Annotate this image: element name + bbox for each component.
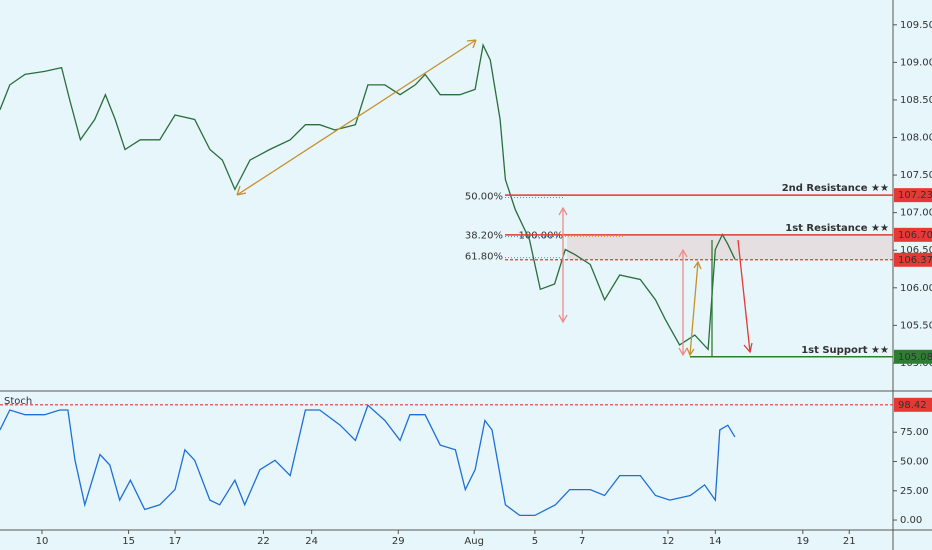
level-label: 2nd Resistance ★★ — [782, 183, 889, 194]
y-tick-label: 107.000 — [900, 208, 932, 219]
level-label: 1st Support ★★ — [801, 345, 889, 356]
level-value: 105.082 — [898, 352, 932, 363]
level-value-box — [894, 227, 932, 242]
measure-arrow — [689, 261, 699, 356]
level-value: 107.233 — [898, 190, 932, 201]
level-value-box — [894, 349, 932, 364]
y-tick-label: 108.000 — [900, 133, 932, 144]
y-tick-label: 109.000 — [900, 57, 932, 68]
y-tick-label: 75.00 — [900, 427, 929, 438]
y-tick-label: 109.500 — [900, 20, 932, 31]
x-tick-label: 29 — [392, 536, 405, 547]
y-tick-label: 25.00 — [900, 486, 929, 497]
forecast-arrow — [737, 239, 751, 353]
y-tick-label: 105.500 — [900, 320, 932, 331]
level-value: 106.373 — [898, 255, 932, 266]
level-value-box — [894, 188, 932, 203]
level-value-box — [894, 252, 932, 267]
drawings — [236, 39, 753, 357]
x-tick-label: 15 — [122, 536, 135, 547]
y-tick-label: 106.500 — [900, 245, 932, 256]
x-tick-label: Aug — [464, 536, 484, 547]
x-tick-label: 14 — [709, 536, 722, 547]
y-tick-label: 0.00 — [900, 515, 922, 526]
x-tick-label: 24 — [305, 536, 318, 547]
level-value: 98.42 — [898, 400, 927, 411]
x-tick-label: 10 — [36, 536, 49, 547]
x-tick-label: 7 — [579, 536, 585, 547]
resistance-zone — [567, 234, 893, 260]
y-tick-label: 106.000 — [900, 283, 932, 294]
panel: 105.000105.500106.000106.500107.000107.5… — [0, 20, 932, 547]
price-line — [0, 43, 736, 351]
fib-label: 38.20% — [465, 231, 503, 242]
level-label: 1st Resistance ★★ — [785, 223, 889, 234]
panel-title: Stoch — [4, 396, 32, 407]
fib-label: 50.00% — [465, 192, 503, 203]
fib-label: 100.00% — [519, 231, 564, 242]
trend-arrow — [236, 39, 477, 196]
fib-label: 61.80% — [465, 252, 503, 263]
y-tick-label: 50.00 — [900, 457, 929, 468]
panel: 0.00 25.00 50.00 75.00 Stoch 98.42 — [0, 396, 932, 526]
x-tick-label: 21 — [843, 536, 856, 547]
y-tick-label: 107.500 — [900, 170, 932, 181]
x-tick-label: 17 — [169, 536, 182, 547]
x-tick-label: 19 — [796, 536, 809, 547]
price-line — [0, 404, 736, 517]
x-tick-label: 12 — [662, 536, 675, 547]
level-value-box — [894, 397, 932, 412]
level-value: 106.705 — [898, 230, 932, 241]
arrow-head — [678, 248, 688, 357]
arrow-head — [686, 260, 702, 357]
arrow-head — [743, 342, 753, 354]
x-tick-label: 22 — [257, 536, 270, 547]
y-tick-label: 108.500 — [900, 95, 932, 106]
x-tick-label: 5 — [532, 536, 538, 547]
arrow-head — [236, 39, 477, 196]
arrow-head — [558, 206, 568, 324]
